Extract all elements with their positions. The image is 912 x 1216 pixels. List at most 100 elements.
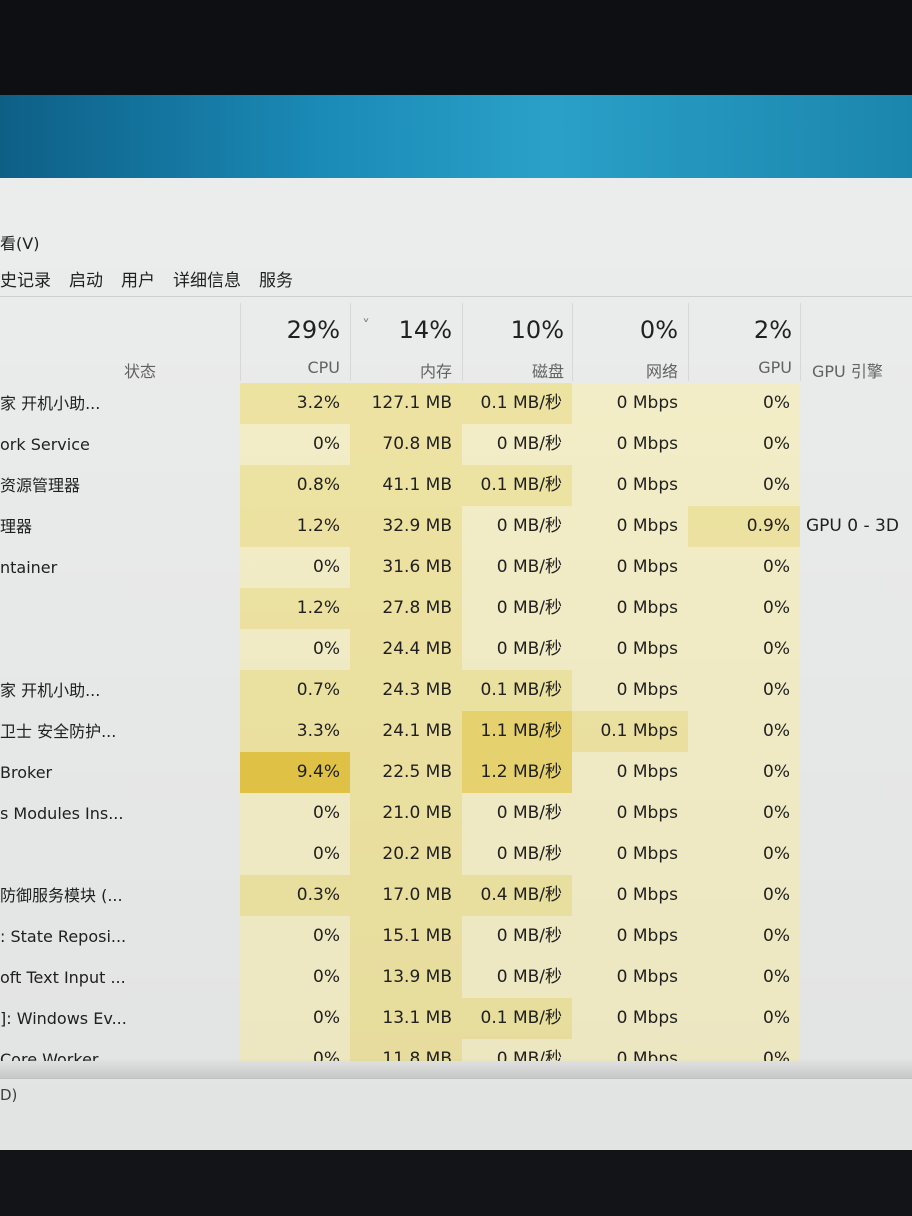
process-cpu: 3.3% (240, 711, 350, 752)
column-divider[interactable] (688, 303, 689, 381)
process-row[interactable]: 卫士 安全防护... 3.3% 24.1 MB 1.1 MB/秒 0.1 Mbps 0% (0, 711, 912, 752)
process-gpu: 0% (688, 916, 800, 957)
process-gpu-engine (800, 711, 912, 752)
tab-details[interactable]: 详细信息 (173, 271, 241, 291)
process-row[interactable]: 防御服务模块 (... 0.3% 17.0 MB 0.4 MB/秒 0 Mbps 0% (0, 875, 912, 916)
process-disk: 0 MB/秒 (462, 793, 572, 834)
process-row[interactable]: Broker 9.4% 22.5 MB 1.2 MB/秒 0 Mbps 0% (0, 752, 912, 793)
column-header-network[interactable]: 网络 (645, 362, 678, 381)
cpu-total-percent[interactable]: 29% (286, 316, 340, 344)
process-disk: 0 MB/秒 (462, 916, 572, 957)
column-divider[interactable] (572, 303, 573, 381)
tab-history[interactable]: 史记录 (0, 271, 51, 291)
process-cpu: 0% (240, 1039, 350, 1061)
process-row[interactable]: 0% 24.4 MB 0 MB/秒 0 Mbps 0% (0, 629, 912, 670)
process-gpu-engine (800, 916, 912, 957)
process-gpu-engine (800, 465, 912, 506)
process-name: 家 开机小助... (0, 394, 101, 413)
process-cpu: 0% (240, 793, 350, 834)
process-name: 家 开机小助... (0, 681, 101, 700)
network-total-percent[interactable]: 0% (639, 316, 678, 344)
process-row[interactable]: ork Service 0% 70.8 MB 0 MB/秒 0 Mbps 0% (0, 424, 912, 465)
process-name: ]: Windows Ev... (0, 1009, 127, 1028)
process-disk: 0 MB/秒 (462, 506, 572, 547)
fewer-details-link[interactable]: D) (0, 1086, 18, 1104)
column-header-gpu-engine[interactable]: GPU 引擎 (812, 362, 883, 381)
process-gpu: 0% (688, 629, 800, 670)
process-disk: 0 MB/秒 (462, 957, 572, 998)
process-name: : State Reposi... (0, 927, 127, 946)
process-disk: 0.1 MB/秒 (462, 465, 572, 506)
process-name: 防御服务模块 (... (0, 886, 123, 905)
column-divider[interactable] (350, 303, 351, 381)
column-header-gpu[interactable]: GPU (758, 358, 792, 377)
process-network: 0 Mbps (572, 1039, 688, 1061)
process-row[interactable]: 理器 1.2% 32.9 MB 0 MB/秒 0 Mbps 0.9% GPU 0 - 3D (0, 506, 912, 547)
disk-total-percent[interactable]: 10% (510, 316, 564, 344)
tab-startup[interactable]: 启动 (69, 271, 103, 291)
process-name: oft Text Input ... (0, 968, 126, 987)
process-memory: 127.1 MB (350, 383, 462, 424)
process-disk: 0.1 MB/秒 (462, 383, 572, 424)
column-divider[interactable] (800, 303, 801, 381)
process-cpu: 0% (240, 424, 350, 465)
process-disk: 0 MB/秒 (462, 424, 572, 465)
process-name (0, 834, 240, 875)
process-row[interactable]: : State Reposi... 0% 15.1 MB 0 MB/秒 0 Mbps 0% (0, 916, 912, 957)
column-divider[interactable] (240, 303, 241, 381)
process-memory: 15.1 MB (350, 916, 462, 957)
process-row[interactable]: 0% 20.2 MB 0 MB/秒 0 Mbps 0% (0, 834, 912, 875)
process-row[interactable]: Core Worker 0% 11.8 MB 0 MB/秒 0 Mbps 0% (0, 1039, 912, 1061)
process-gpu-engine (800, 793, 912, 834)
process-disk: 1.2 MB/秒 (462, 752, 572, 793)
process-disk: 0.1 MB/秒 (462, 998, 572, 1039)
process-network: 0 Mbps (572, 547, 688, 588)
process-network: 0 Mbps (572, 506, 688, 547)
column-header-cpu[interactable]: CPU (307, 358, 340, 377)
process-row[interactable]: ]: Windows Ev... 0% 13.1 MB 0.1 MB/秒 0 Mbps 0… (0, 998, 912, 1039)
process-network: 0 Mbps (572, 752, 688, 793)
process-disk: 0 MB/秒 (462, 547, 572, 588)
process-memory: 17.0 MB (350, 875, 462, 916)
process-gpu-engine (800, 424, 912, 465)
process-row[interactable]: 1.2% 27.8 MB 0 MB/秒 0 Mbps 0% (0, 588, 912, 629)
column-header-status[interactable]: 状态 (124, 362, 157, 381)
process-cpu: 9.4% (240, 752, 350, 793)
menu-view[interactable]: 看(V) (0, 234, 40, 253)
column-divider[interactable] (462, 303, 463, 381)
process-gpu-engine (800, 752, 912, 793)
process-gpu-engine (800, 998, 912, 1039)
process-disk: 0 MB/秒 (462, 588, 572, 629)
process-row[interactable]: 资源管理器 0.8% 41.1 MB 0.1 MB/秒 0 Mbps 0% (0, 465, 912, 506)
process-memory: 31.6 MB (350, 547, 462, 588)
process-cpu: 0% (240, 916, 350, 957)
process-disk: 0.1 MB/秒 (462, 670, 572, 711)
process-memory: 22.5 MB (350, 752, 462, 793)
process-gpu: 0% (688, 424, 800, 465)
process-table: 家 开机小助... 3.2% 127.1 MB 0.1 MB/秒 0 Mbps 0% or… (0, 383, 912, 1061)
tab-services[interactable]: 服务 (259, 271, 293, 291)
process-row[interactable]: ntainer 0% 31.6 MB 0 MB/秒 0 Mbps 0% (0, 547, 912, 588)
process-gpu-engine (800, 383, 912, 424)
process-row[interactable]: 家 开机小助... 3.2% 127.1 MB 0.1 MB/秒 0 Mbps 0% (0, 383, 912, 424)
status-bar-divider (0, 1078, 912, 1079)
process-cpu: 0% (240, 834, 350, 875)
process-row[interactable]: 家 开机小助... 0.7% 24.3 MB 0.1 MB/秒 0 Mbps 0% (0, 670, 912, 711)
process-memory: 70.8 MB (350, 424, 462, 465)
process-network: 0 Mbps (572, 383, 688, 424)
tab-users[interactable]: 用户 (121, 271, 155, 291)
gpu-total-percent[interactable]: 2% (753, 316, 792, 344)
process-memory: 21.0 MB (350, 793, 462, 834)
process-memory: 20.2 MB (350, 834, 462, 875)
process-disk: 1.1 MB/秒 (462, 711, 572, 752)
process-network: 0 Mbps (572, 916, 688, 957)
process-cpu: 0.7% (240, 670, 350, 711)
process-name: 资源管理器 (0, 476, 81, 495)
process-row[interactable]: s Modules Ins... 0% 21.0 MB 0 MB/秒 0 Mbps 0% (0, 793, 912, 834)
memory-total-percent[interactable]: 14% (398, 316, 452, 344)
process-gpu-engine: GPU 0 - 3D (806, 516, 899, 536)
process-gpu: 0% (688, 465, 800, 506)
process-row[interactable]: oft Text Input ... 0% 13.9 MB 0 MB/秒 0 Mbps 0… (0, 957, 912, 998)
column-header-memory[interactable]: 内存 (419, 362, 452, 381)
column-header-disk[interactable]: 磁盘 (531, 362, 564, 381)
